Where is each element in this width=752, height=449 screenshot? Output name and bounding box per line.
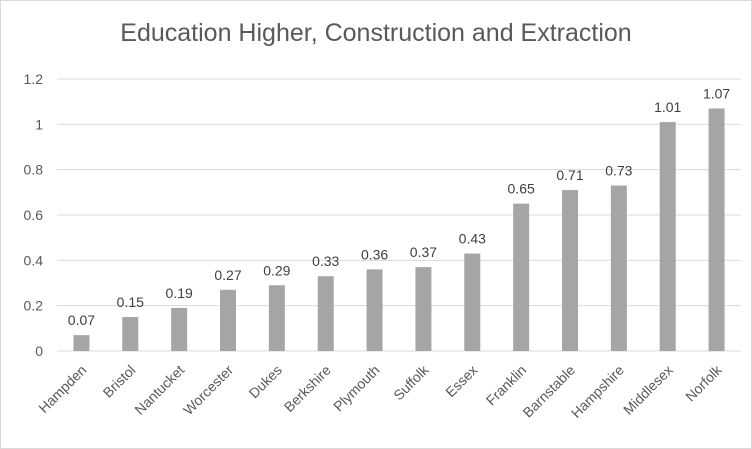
bar — [220, 289, 236, 351]
bar — [610, 185, 627, 351]
x-category-label: Berkshire — [281, 362, 334, 415]
bar — [171, 307, 188, 351]
y-tick-label: 0.6 — [24, 207, 44, 223]
x-category-label: Hampden — [35, 362, 89, 416]
y-tick-label: 0.2 — [24, 298, 44, 314]
x-category-label: Nantucket — [131, 362, 187, 418]
bar — [317, 276, 334, 351]
bar — [659, 122, 676, 351]
bars — [73, 108, 725, 351]
bar — [513, 203, 530, 351]
data-label: 0.15 — [117, 294, 144, 310]
x-category-label: Essex — [442, 362, 480, 400]
data-label: 0.07 — [68, 312, 95, 328]
data-label: 0.19 — [166, 285, 193, 301]
data-label: 0.71 — [556, 167, 583, 183]
data-label: 0.36 — [361, 246, 388, 262]
x-category-label: Worcester — [180, 362, 236, 418]
x-category-label: Franklin — [483, 362, 530, 409]
y-tick-label: 0.8 — [24, 162, 44, 178]
bar — [415, 267, 432, 351]
data-label: 0.29 — [263, 262, 290, 278]
x-category-label: Dukes — [246, 362, 285, 401]
y-tick-label: 1.2 — [24, 71, 44, 87]
data-label: 0.43 — [459, 231, 486, 247]
x-category-label: Suffolk — [390, 361, 432, 403]
data-label: 0.33 — [312, 253, 339, 269]
x-category-label: Bristol — [100, 362, 139, 401]
data-label: 1.01 — [654, 99, 681, 115]
x-category-label: Plymouth — [330, 362, 383, 415]
data-label: 0.65 — [508, 181, 535, 197]
bar — [268, 285, 285, 351]
chart-title: Education Higher, Construction and Extra… — [120, 19, 632, 47]
bar — [708, 108, 725, 351]
data-label: 0.27 — [214, 267, 241, 283]
x-category-label: Hampshire — [568, 362, 627, 421]
bar — [562, 190, 578, 351]
x-category-label: Middlesex — [620, 362, 676, 418]
data-label: 1.07 — [703, 85, 730, 101]
data-label: 0.73 — [605, 163, 632, 179]
gridlines — [57, 78, 741, 352]
bar — [73, 335, 90, 351]
data-label: 0.37 — [410, 244, 437, 260]
y-tick-label: 0 — [35, 343, 43, 359]
bar — [366, 269, 383, 351]
y-tick-label: 1 — [35, 116, 43, 132]
y-axis-ticks: 0 0.2 0.4 0.6 0.8 1 1.2 — [24, 71, 44, 359]
y-tick-label: 0.4 — [24, 252, 44, 268]
data-labels: 0.07 0.15 0.19 0.27 0.29 0.33 0.36 0.37 0.43 0.65… — [68, 85, 731, 328]
bar — [122, 317, 139, 351]
x-category-label: Norfolk — [682, 361, 725, 404]
bar — [464, 253, 481, 351]
